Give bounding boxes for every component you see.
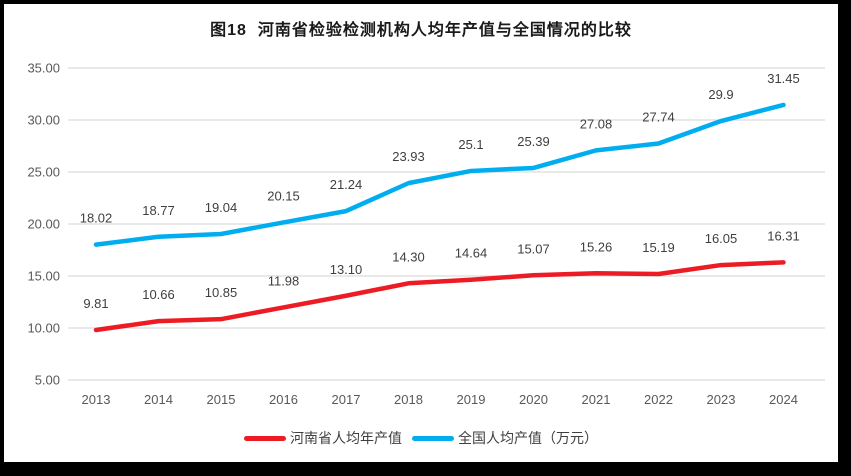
x-axis-tick-label: 2017	[332, 392, 361, 407]
data-label: 15.07	[517, 241, 550, 256]
data-label: 10.66	[142, 287, 175, 302]
y-axis-tick-label: 25.00	[27, 165, 60, 180]
x-axis-tick-label: 2013	[82, 392, 111, 407]
data-label: 29.9	[708, 87, 733, 102]
data-label: 16.31	[767, 228, 800, 243]
data-label: 14.30	[392, 249, 425, 264]
data-label: 20.15	[267, 188, 300, 203]
y-axis-tick-label: 35.00	[27, 61, 60, 76]
data-label: 27.74	[642, 110, 675, 125]
x-axis-tick-label: 2024	[769, 392, 798, 407]
data-label: 21.24	[330, 177, 363, 192]
data-label: 14.64	[455, 246, 488, 261]
legend-swatch-henan-line	[244, 435, 286, 441]
data-label: 31.45	[767, 71, 800, 86]
data-label: 23.93	[392, 149, 425, 164]
y-axis-tick-label: 20.00	[27, 217, 60, 232]
data-label: 13.10	[330, 262, 363, 277]
chart-title: 图18 河南省检验检测机构人均年产值与全国情况的比较	[210, 22, 632, 39]
legend-label-national: 全国人均产值（万元）	[458, 430, 598, 446]
x-axis-tick-label: 2016	[269, 392, 298, 407]
plot-area: 5.00 10.00 15.00 20.00 25.00 30.00 35.00 2013 20…	[27, 61, 825, 407]
legend-swatch-national-line	[412, 435, 454, 441]
legend-item-henan: 河南省人均年产值	[244, 428, 402, 448]
data-label: 11.98	[268, 273, 300, 288]
x-axis-tick-label: 2020	[519, 392, 548, 407]
legend-label-henan: 河南省人均年产值	[290, 430, 402, 446]
data-label: 18.02	[80, 211, 113, 226]
henan-series-line	[93, 260, 786, 333]
x-axis-tick-label: 2015	[207, 392, 236, 407]
x-axis-tick-label: 2023	[707, 392, 736, 407]
national-series-line	[93, 102, 786, 247]
data-label: 25.39	[517, 134, 550, 149]
data-label: 9.81	[83, 296, 108, 311]
data-label: 10.85	[205, 285, 238, 300]
x-axis-tick-label: 2019	[457, 392, 486, 407]
legend: 河南省人均年产值 全国人均产值（万元）	[4, 428, 838, 448]
data-label: 18.77	[142, 203, 175, 218]
data-label: 19.04	[205, 200, 238, 215]
data-label: 27.08	[580, 116, 613, 131]
data-label: 16.05	[705, 231, 738, 246]
x-axis-tick-label: 2014	[144, 392, 173, 407]
x-axis-tick-label: 2021	[582, 392, 611, 407]
x-axis-tick-label: 2018	[394, 392, 423, 407]
y-axis-tick-label: 10.00	[27, 321, 60, 336]
data-label: 15.26	[580, 239, 613, 254]
legend-item-national: 全国人均产值（万元）	[412, 428, 598, 448]
y-axis-tick-label: 15.00	[27, 269, 60, 284]
data-label: 25.1	[458, 137, 483, 152]
y-axis-tick-label: 5.00	[35, 373, 60, 388]
y-axis-tick-label: 30.00	[27, 113, 60, 128]
data-label: 15.19	[642, 240, 675, 255]
x-axis-tick-label: 2022	[644, 392, 673, 407]
